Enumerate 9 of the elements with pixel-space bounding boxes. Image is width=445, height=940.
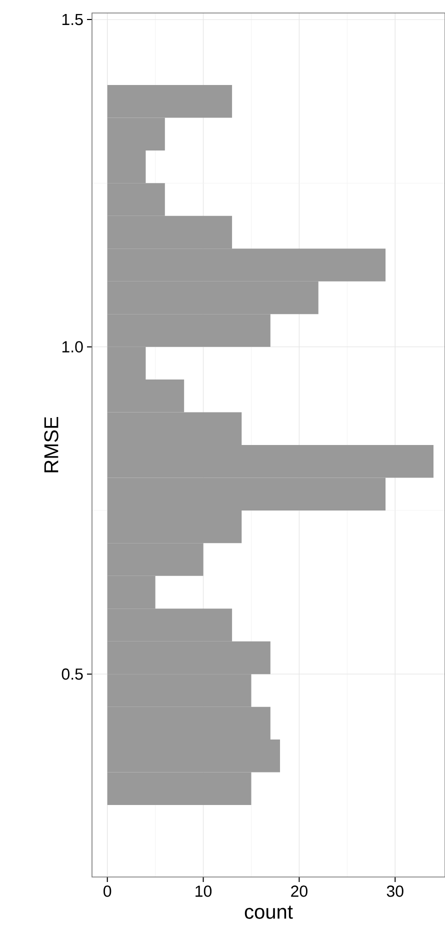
x-tick-label: 20 <box>291 886 308 897</box>
y-tick-label: 1.5 <box>62 14 83 26</box>
x-tick-label: 0 <box>104 886 112 897</box>
x-tick-label: 30 <box>386 886 404 897</box>
x-tick-label: 10 <box>196 886 212 897</box>
y-tick-label: 1.0 <box>62 341 83 352</box>
x-axis-title: count <box>244 906 293 919</box>
y-axis-title: RMSE <box>44 416 58 472</box>
y-tick-label: 0.5 <box>62 668 83 680</box>
